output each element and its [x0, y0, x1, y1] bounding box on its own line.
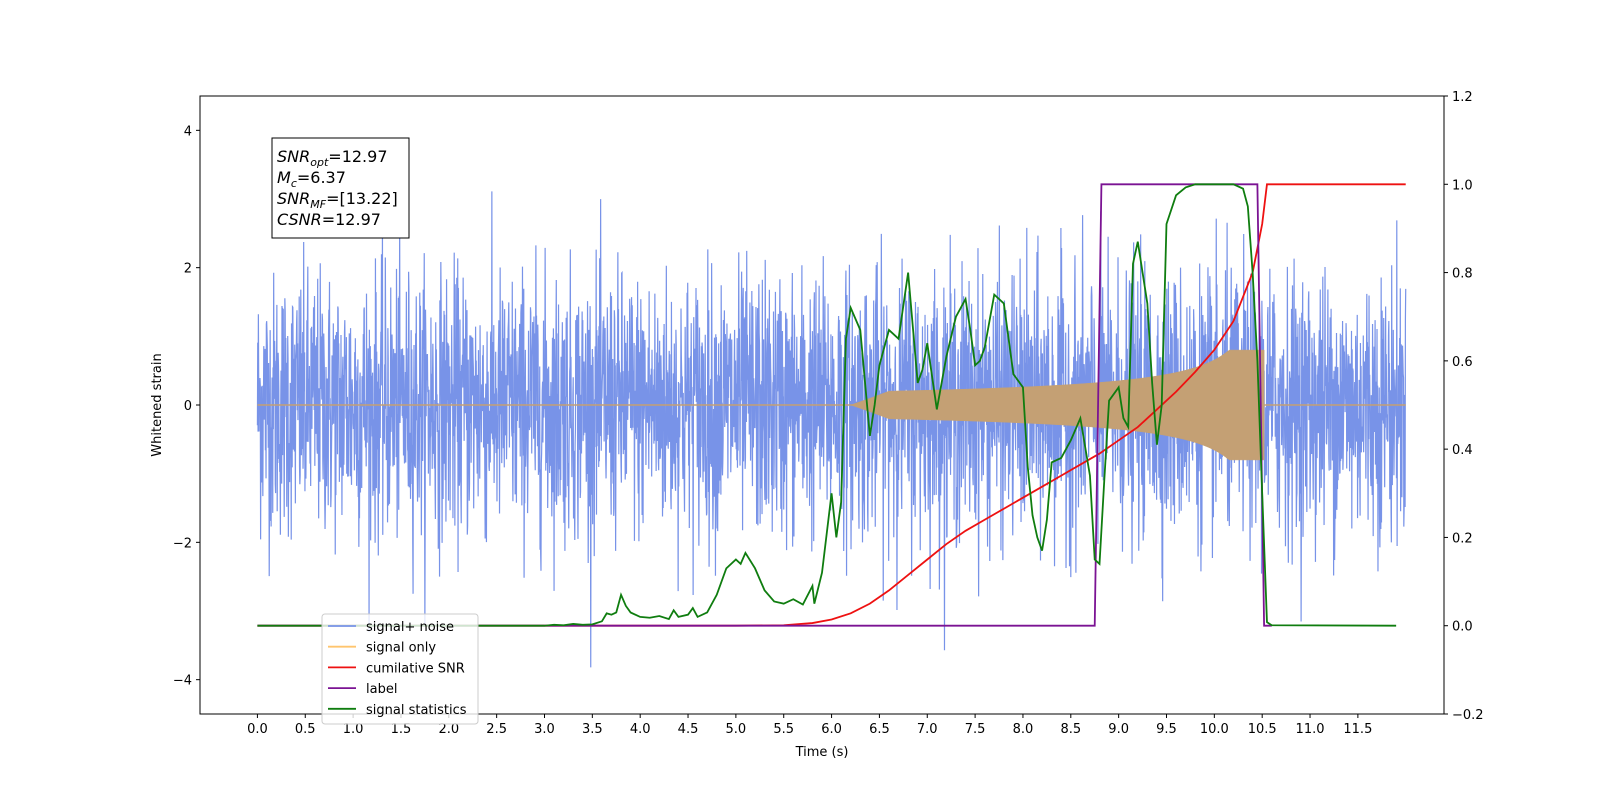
- x-tick-label: 5.0: [726, 722, 747, 737]
- x-tick-label: 7.0: [917, 722, 938, 737]
- x-axis-ticks: 0.0 0.5 1.0 1.5 2.0 2.5 3.0 3.5 4.0 4.5 5.0 5.5 6.0 6…: [247, 714, 1372, 737]
- signal-statistics-line: [257, 183, 1397, 627]
- x-tick-label: 6.5: [869, 722, 890, 737]
- x-tick-label: 3.0: [534, 722, 555, 737]
- stats-line: CSNR=12.97: [277, 210, 381, 229]
- y-tick-label: 0: [184, 399, 192, 414]
- x-tick-label: 8.5: [1060, 722, 1081, 737]
- x-tick-label: 4.0: [630, 722, 651, 737]
- y-tick-label: 4: [184, 124, 192, 139]
- y2-tick-label: 1.2: [1452, 90, 1473, 105]
- y-tick-label: −4: [173, 674, 192, 689]
- y-tick-label: −2: [173, 536, 192, 551]
- signal-envelope: [849, 349, 1265, 461]
- x-tick-label: 6.0: [821, 722, 842, 737]
- y2-tick-label: 0.6: [1452, 355, 1473, 370]
- x-tick-label: 2.0: [438, 722, 459, 737]
- y-axis-label: Whitened strain: [150, 353, 165, 456]
- x-tick-label: 10.0: [1200, 722, 1229, 737]
- y2-tick-label: 0.8: [1452, 267, 1473, 282]
- stats-line: SNRMF=[13.22]: [277, 189, 398, 211]
- x-tick-label: 11.0: [1296, 722, 1325, 737]
- x-tick-label: 5.5: [773, 722, 794, 737]
- x-tick-label: 0.5: [295, 722, 316, 737]
- x-tick-label: 11.5: [1343, 722, 1372, 737]
- x-tick-label: 7.5: [965, 722, 986, 737]
- x-tick-label: 1.0: [343, 722, 364, 737]
- signal-only-series: [257, 349, 1406, 461]
- x-tick-label: 8.0: [1013, 722, 1034, 737]
- x-tick-label: 10.5: [1248, 722, 1277, 737]
- legend-label: label: [366, 682, 397, 697]
- stats-box-frame: [271, 137, 410, 239]
- stats-annotation-box: SNRopt=12.97Mc=6.37SNRMF=[13.22]CSNR=12.…: [271, 137, 410, 239]
- stats-line: Mc=6.37: [277, 168, 346, 190]
- legend-label: cumilative SNR: [366, 661, 465, 676]
- x-tick-label: 9.5: [1156, 722, 1177, 737]
- cumulative-snr-line: [257, 183, 1406, 627]
- x-tick-label: 1.5: [391, 722, 412, 737]
- y2-tick-label: 1.0: [1452, 178, 1473, 193]
- y2-axis-ticks: 1.2 1.0 0.8 0.6 0.4 0.2 0.0 −0.2: [1444, 90, 1484, 723]
- y2-tick-label: −0.2: [1452, 708, 1484, 723]
- x-tick-label: 3.5: [582, 722, 603, 737]
- right-axis-series: [257, 183, 1406, 627]
- y2-tick-label: 0.4: [1452, 443, 1473, 458]
- y-axis-ticks: 4 2 0 −2 −4: [173, 124, 200, 689]
- x-tick-label: 9.0: [1108, 722, 1129, 737]
- legend-label: signal only: [366, 641, 436, 656]
- x-tick-label: 4.5: [678, 722, 699, 737]
- y2-tick-label: 0.2: [1452, 531, 1473, 546]
- label-line: [257, 183, 1272, 627]
- y-tick-label: 2: [184, 262, 192, 277]
- y2-tick-label: 0.0: [1452, 620, 1473, 635]
- x-tick-label: 2.5: [486, 722, 507, 737]
- stats-line: SNRopt=12.97: [277, 147, 388, 169]
- x-tick-label: 0.0: [247, 722, 268, 737]
- legend-label: signal+ noise: [366, 620, 454, 635]
- x-axis-label: Time (s): [795, 745, 849, 760]
- legend-frame: [321, 613, 479, 725]
- legend: signal+ noise signal only cumilative SNR la…: [321, 613, 479, 725]
- legend-label: signal statistics: [366, 703, 467, 718]
